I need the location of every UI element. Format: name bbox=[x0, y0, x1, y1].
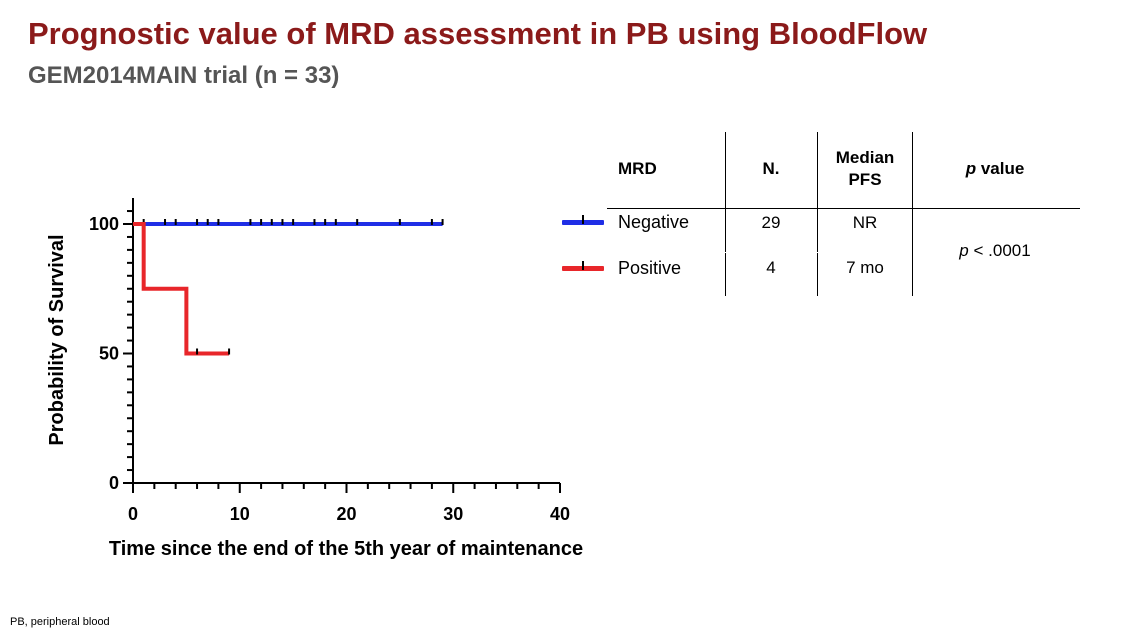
table-cell-n-negative: 29 bbox=[761, 213, 781, 232]
table-header-p-value: p value bbox=[915, 158, 1075, 180]
legend-label-negative: Negative bbox=[618, 212, 690, 232]
p-value-rest: < .0001 bbox=[968, 241, 1031, 260]
p-value-italic: p bbox=[959, 241, 969, 260]
legend-censor-tick-negative bbox=[582, 215, 584, 224]
slide-subtitle: GEM2014MAIN trial (n = 33) bbox=[28, 62, 340, 89]
table-divider-3 bbox=[912, 132, 913, 296]
table-header-p-italic: p bbox=[965, 159, 977, 178]
table-cell-median-positive: 7 mo bbox=[846, 258, 884, 277]
x-tick-label: 30 bbox=[443, 504, 463, 524]
x-tick-label: 0 bbox=[128, 504, 138, 524]
footnote: PB, peripheral blood bbox=[10, 616, 110, 628]
table-header-median: Median PFS bbox=[820, 147, 910, 191]
table-header-rule bbox=[607, 208, 1080, 209]
y-axis-label: Probability of Survival bbox=[46, 234, 68, 445]
chart-axes: 0 50 100 0 10 20 30 40 bbox=[89, 198, 570, 524]
y-tick-label: 50 bbox=[99, 344, 119, 364]
x-tick-label: 40 bbox=[550, 504, 570, 524]
table-header-median-line1: Median bbox=[835, 148, 895, 167]
slide-title: Prognostic value of MRD assessment in PB… bbox=[28, 16, 928, 51]
table-cell-n-positive: 4 bbox=[766, 258, 776, 277]
km-curve-positive bbox=[133, 222, 230, 356]
table-header-median-line2: PFS bbox=[848, 170, 882, 189]
x-tick-label: 20 bbox=[336, 504, 356, 524]
table-header-mrd: MRD bbox=[618, 159, 657, 178]
table-cell-p-value: p < .0001 bbox=[915, 241, 1075, 261]
legend-label-positive: Positive bbox=[618, 258, 682, 278]
table-cell-median-negative: NR bbox=[852, 213, 878, 232]
table-divider-2b bbox=[817, 253, 818, 296]
x-axis-label: Time since the end of the 5th year of ma… bbox=[109, 538, 583, 560]
table-divider-1 bbox=[725, 132, 726, 252]
chart-series bbox=[133, 219, 444, 356]
table-divider-2 bbox=[817, 132, 818, 252]
x-tick-label: 10 bbox=[230, 504, 250, 524]
table-divider-1b bbox=[725, 253, 726, 296]
table-header-p-rest: value bbox=[976, 159, 1025, 178]
table-header-n: N. bbox=[762, 159, 780, 178]
legend-censor-tick-positive bbox=[582, 261, 584, 270]
y-tick-label: 0 bbox=[109, 473, 119, 493]
y-tick-label: 100 bbox=[89, 214, 119, 234]
